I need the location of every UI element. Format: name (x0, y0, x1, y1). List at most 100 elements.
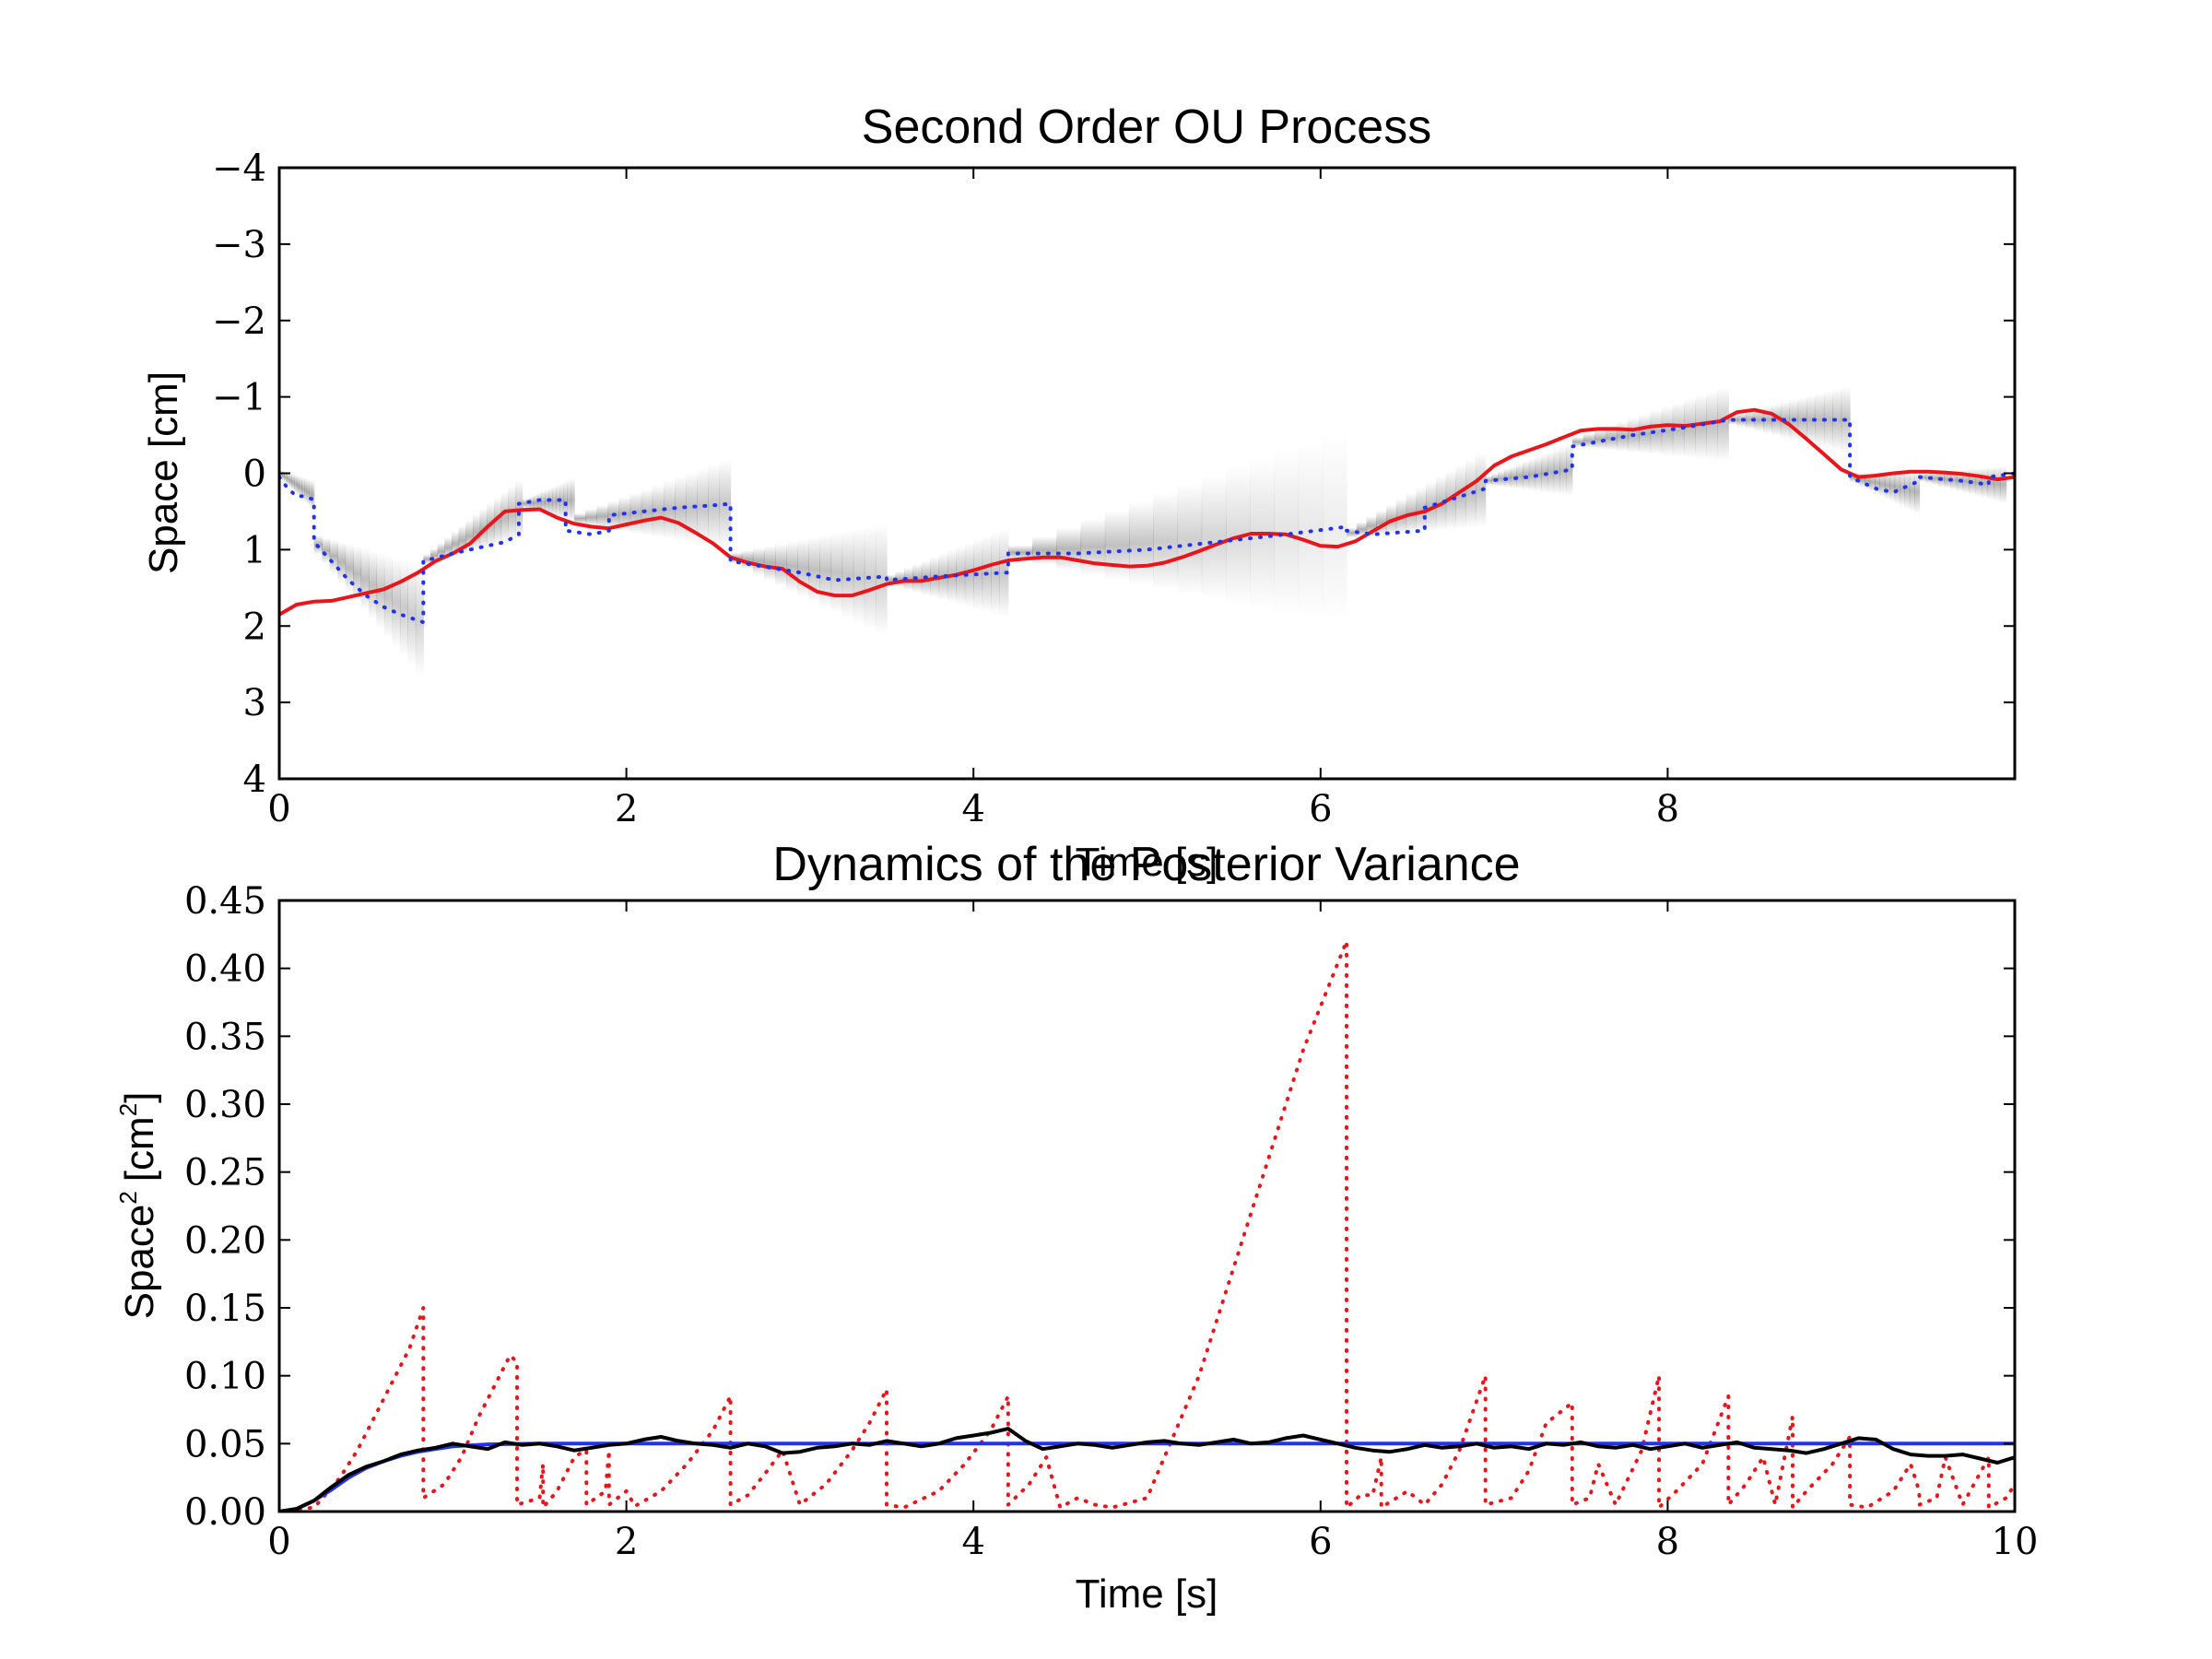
posterior-shade-band (830, 533, 843, 613)
x-tick-label: 2 (615, 1521, 638, 1563)
posterior-shade-band (1080, 519, 1106, 575)
posterior-shade-band (1815, 393, 1825, 447)
posterior-shade-band (337, 542, 347, 582)
posterior-shade-band (641, 488, 653, 535)
posterior-shade-band (1583, 433, 1595, 449)
posterior-shade-band (284, 471, 288, 484)
y-tick-label: 0.20 (184, 1219, 266, 1262)
posterior-shade-band (585, 509, 597, 526)
posterior-shade-band (369, 550, 378, 619)
posterior-shade-band (296, 476, 300, 496)
posterior-shade-band (1129, 501, 1154, 584)
posterior-shade-band (1516, 464, 1524, 489)
posterior-shade-band (329, 539, 338, 573)
posterior-shade-band (559, 482, 564, 520)
posterior-shade-band (1875, 471, 1880, 495)
bottom-series-group (279, 939, 2015, 1512)
posterior-shade-band (353, 546, 362, 601)
posterior-shade-band (1981, 467, 1988, 499)
posterior-shade-band (1717, 387, 1729, 462)
posterior-shade-band (841, 530, 854, 618)
posterior-shade-band (686, 472, 698, 544)
posterior-shade-band (1771, 404, 1782, 436)
posterior-shade-band (1475, 453, 1487, 527)
posterior-shade-band (1931, 472, 1939, 486)
posterior-shade-band (1909, 469, 1915, 512)
posterior-shade-band (383, 555, 393, 638)
y-tick-label: 3 (243, 682, 266, 724)
ylabel-superscript: 2 (114, 1191, 142, 1204)
bottom-x-axis-label: Time [s] (1076, 1571, 1218, 1617)
posterior-shade-band (1962, 469, 1970, 494)
ylabel-base: Space (117, 1205, 162, 1320)
top-plot-frame (277, 166, 2017, 781)
ylabel-unit-close: ] (117, 1092, 162, 1103)
posterior-shade-band (1672, 402, 1685, 457)
x-tick-label: 10 (1992, 1521, 2039, 1563)
posterior-shade-band (423, 554, 431, 564)
y-tick-label: 0 (243, 453, 266, 496)
posterior-shade-band (1823, 391, 1833, 449)
posterior-shade-band (1889, 471, 1896, 502)
posterior-shade-band (309, 479, 312, 508)
series-line-0 (279, 939, 2015, 1512)
posterior-shade-band (1566, 443, 1573, 496)
posterior-shade-band (875, 524, 888, 635)
posterior-shade-band (529, 496, 535, 511)
posterior-shade-band (444, 536, 453, 559)
posterior-shade-band (563, 481, 568, 521)
posterior-shade-band (1347, 527, 1358, 538)
posterior-shade-band (392, 557, 401, 648)
posterior-shade-band (306, 478, 310, 506)
posterior-shade-band (345, 544, 354, 592)
posterior-shade-band (281, 470, 285, 481)
posterior-shade-band (1594, 429, 1606, 450)
series-line-1 (279, 418, 2015, 625)
posterior-shade-band (551, 486, 557, 517)
posterior-shade-band (1547, 451, 1555, 494)
posterior-shade-band (1869, 472, 1876, 492)
posterior-shade-band (437, 543, 445, 560)
posterior-shade-band (1706, 391, 1718, 461)
posterior-shade-band (458, 525, 466, 555)
posterior-shade-band (1571, 437, 1584, 448)
x-tick-label: 8 (1656, 788, 1679, 830)
posterior-shade-band (1498, 471, 1505, 488)
posterior-shade-band (415, 563, 424, 676)
y-tick-label: 0.05 (184, 1423, 266, 1465)
y-tick-label: 2 (243, 606, 266, 648)
x-tick-label: 0 (267, 1521, 290, 1563)
posterior-shade-band (1695, 394, 1707, 460)
posterior-shade-band (763, 546, 776, 581)
posterior-shade-band (407, 561, 417, 666)
posterior-shade-band (1032, 536, 1057, 565)
posterior-shade-band (303, 477, 308, 503)
posterior-shade-band (294, 475, 298, 493)
posterior-shade-band (1104, 510, 1130, 580)
top-chart-title: Second Order OU Process (862, 100, 1431, 154)
posterior-shade-band (322, 537, 331, 564)
bottom-plot-frame (277, 899, 2017, 1513)
x-tick-label: 4 (961, 788, 984, 830)
x-tick-label: 2 (615, 788, 638, 830)
posterior-shade-band (500, 491, 509, 544)
posterior-shade-band (1559, 446, 1567, 495)
posterior-shade-band (1455, 465, 1466, 529)
posterior-shade-band (522, 499, 527, 509)
posterior-shade-band (1201, 475, 1227, 599)
x-tick-label: 6 (1309, 1521, 1332, 1563)
posterior-shade-band (508, 486, 516, 542)
posterior-shade-band (1894, 470, 1900, 505)
series-line-2 (279, 1427, 2015, 1512)
y-tick-label: −2 (212, 300, 266, 343)
posterior-shade-band (887, 574, 896, 585)
posterior-shade-band (1007, 545, 1033, 560)
posterior-shade-band (664, 480, 676, 539)
posterior-shade-band (1528, 458, 1536, 491)
posterior-shade-band (291, 474, 295, 491)
posterior-shade-band (752, 547, 765, 575)
posterior-shade-band (1879, 471, 1886, 498)
posterior-shade-band (1884, 471, 1890, 500)
posterior-shade-band (547, 488, 553, 516)
